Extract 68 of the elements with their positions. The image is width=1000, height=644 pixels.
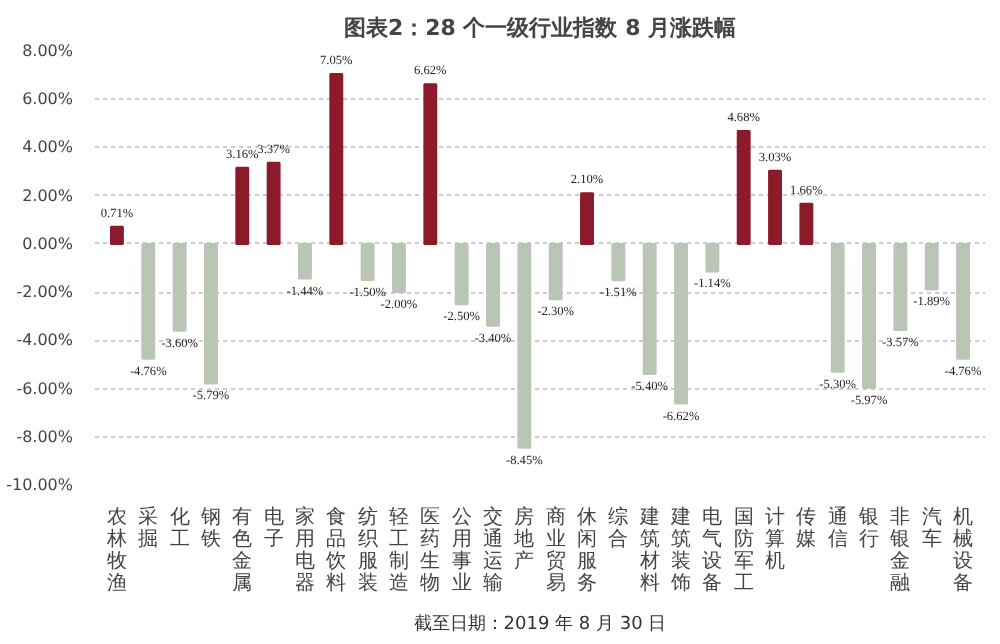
x-tick-label: 休闲服务 — [577, 507, 598, 595]
x-tick-label: 汽车 — [921, 505, 942, 551]
x-tick-label: 家用电器 — [294, 505, 315, 595]
x-tick-label: 采掘 — [138, 505, 159, 551]
y-tick-label: 4.00% — [22, 138, 74, 157]
x-tick-label: 建筑材料 — [637, 505, 660, 595]
x-tick-label: 钢铁 — [198, 507, 221, 551]
y-tick-label: 2.00% — [22, 186, 74, 205]
chart-title: 图表2：28 个一级行业指数 8 月涨跌幅 — [343, 15, 737, 41]
x-tick-label: 机械设备 — [953, 505, 974, 595]
x-tick-label: 纺织服装 — [357, 505, 378, 595]
bar — [674, 242, 688, 405]
y-tick-label: 8.00% — [22, 42, 74, 60]
y-tick-label: 6.00% — [22, 90, 74, 109]
x-tick-label: 有色金属 — [232, 505, 253, 595]
bar — [423, 83, 438, 245]
bar — [768, 169, 782, 245]
bar — [360, 242, 375, 282]
x-tick-label: 化工 — [169, 505, 190, 551]
y-tick-label: -4.00% — [16, 331, 74, 350]
bar — [235, 166, 250, 245]
y-tick-label: 0.00% — [22, 234, 74, 253]
y-tick-label: -8.00% — [16, 427, 74, 446]
bar — [141, 242, 156, 360]
bar — [736, 130, 751, 245]
x-tick-label: 非银金融 — [888, 505, 911, 595]
bar — [642, 242, 657, 376]
x-tick-label: 建筑装饰 — [669, 505, 692, 595]
bar — [266, 161, 281, 245]
bar — [862, 242, 876, 389]
bar — [705, 242, 720, 273]
x-tick-label: 综合 — [608, 505, 629, 551]
x-tick-label: 公用事业 — [451, 505, 472, 595]
x-tick-label: 交通运输 — [482, 505, 503, 595]
x-tick-label: 房地产 — [512, 505, 535, 573]
bar — [329, 72, 344, 245]
y-tick-label: -2.00% — [16, 283, 74, 302]
bar — [109, 225, 124, 245]
bar — [611, 242, 626, 282]
x-tick-label: 商业贸易 — [545, 505, 566, 595]
x-tick-label: 银行 — [857, 507, 880, 551]
bar — [517, 242, 532, 449]
bar — [204, 242, 218, 385]
bar — [799, 202, 814, 245]
bar — [392, 242, 406, 294]
x-tick-label: 传媒 — [796, 507, 817, 551]
y-tick-label: -6.00% — [16, 379, 74, 398]
x-tick-label: 食品饮料 — [324, 505, 347, 595]
text: 截至日期：2019 年 8 月 30 日 — [413, 613, 667, 635]
bar — [298, 242, 312, 280]
x-tick-label: 电子 — [263, 505, 284, 551]
bar — [548, 242, 563, 301]
x-tick-label: 农林牧渔 — [104, 507, 127, 595]
bar — [580, 192, 594, 245]
bar — [486, 242, 500, 327]
x-tick-label: 轻工制造 — [388, 505, 409, 595]
bar — [924, 242, 939, 291]
bar — [893, 242, 908, 331]
bar — [172, 242, 187, 332]
bar — [956, 242, 971, 360]
bar — [830, 242, 845, 373]
x-tick-label: 医药生物 — [420, 507, 441, 595]
y-tick-label: -10.00% — [6, 476, 74, 494]
x-tick-label: 计算机 — [765, 505, 786, 573]
x-tick-label: 电气设备 — [702, 505, 723, 595]
x-tick-label: 通信 — [827, 505, 848, 551]
x-tick-label: 国防军工 — [733, 507, 754, 595]
bar — [454, 242, 469, 306]
